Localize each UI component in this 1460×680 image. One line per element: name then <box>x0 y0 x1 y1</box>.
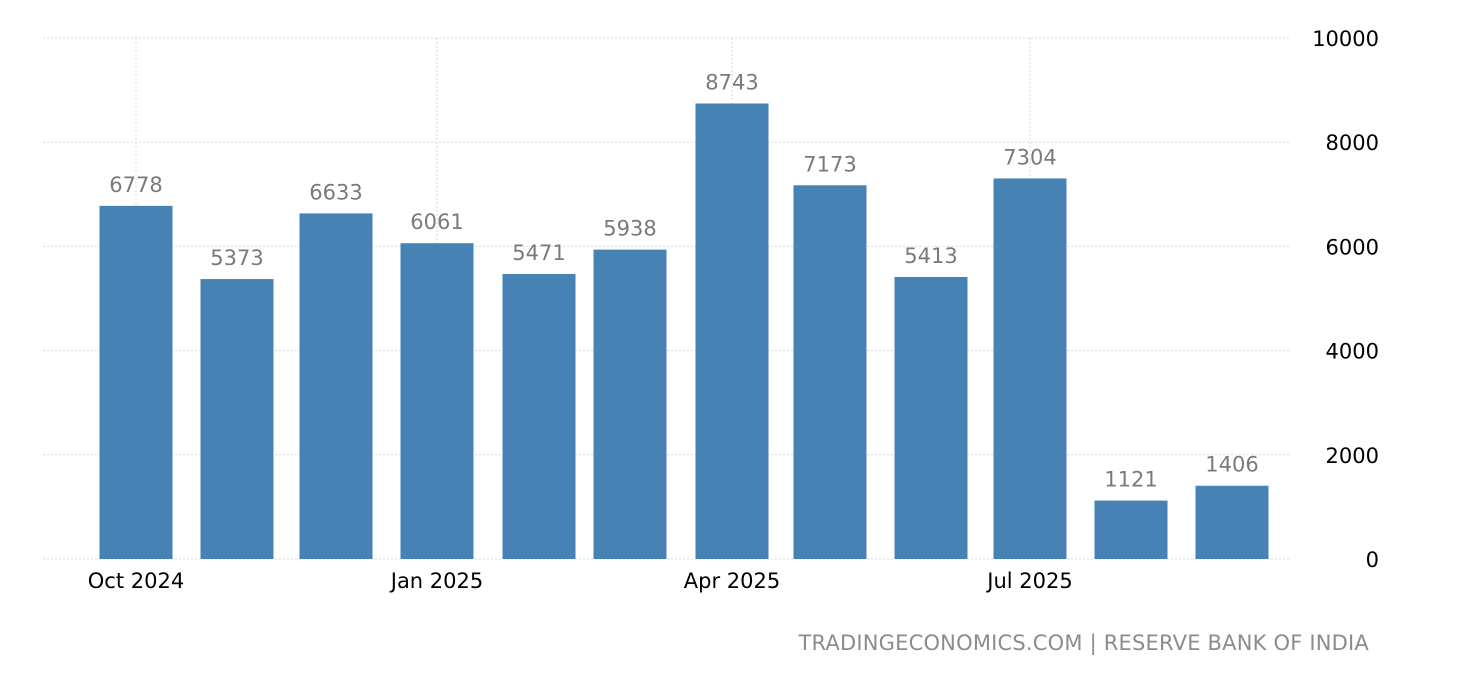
y-tick-label: 10000 <box>1312 27 1379 51</box>
bar <box>593 249 667 560</box>
data-label: 8743 <box>705 70 758 94</box>
data-label: 7173 <box>803 152 856 176</box>
data-label: 5938 <box>603 217 656 241</box>
bar <box>894 276 968 559</box>
bar <box>695 103 769 560</box>
bar <box>200 279 274 559</box>
data-label: 7304 <box>1003 145 1056 169</box>
y-axis: 0 2000 4000 6000 8000 10000 <box>1312 27 1379 572</box>
data-label: 6778 <box>109 173 162 197</box>
bar <box>502 273 576 559</box>
x-tick-label: Oct 2024 <box>88 569 184 593</box>
data-label: 6633 <box>309 180 362 204</box>
x-axis: Oct 2024 Jan 2025 Apr 2025 Jul 2025 <box>88 569 1073 593</box>
bar <box>99 205 173 559</box>
x-tick-label: Jan 2025 <box>389 569 484 593</box>
y-tick-label: 2000 <box>1326 444 1379 468</box>
data-labels: 6778 5373 6633 6061 5471 5938 8743 7173 5413 7304… <box>109 70 1258 491</box>
y-tick-label: 4000 <box>1326 340 1379 364</box>
data-label: 5373 <box>210 246 263 270</box>
data-label: 1121 <box>1104 468 1157 492</box>
bar <box>793 185 867 560</box>
y-tick-label: 8000 <box>1326 131 1379 155</box>
y-tick-label: 6000 <box>1326 235 1379 259</box>
bar <box>1094 500 1168 559</box>
source-attribution: TRADINGECONOMICS.COM | RESERVE BANK OF I… <box>797 631 1369 656</box>
y-tick-label: 0 <box>1366 548 1379 572</box>
x-tick-label: Apr 2025 <box>684 569 780 593</box>
data-label: 1406 <box>1205 453 1258 477</box>
bar <box>993 178 1067 559</box>
data-label: 5413 <box>904 244 957 268</box>
bars <box>99 103 1269 560</box>
data-label: 6061 <box>410 210 463 234</box>
x-tick-label: Jul 2025 <box>985 569 1072 593</box>
bar <box>299 213 373 559</box>
data-label: 5471 <box>512 241 565 265</box>
bar <box>400 243 474 559</box>
bar <box>1195 485 1269 559</box>
